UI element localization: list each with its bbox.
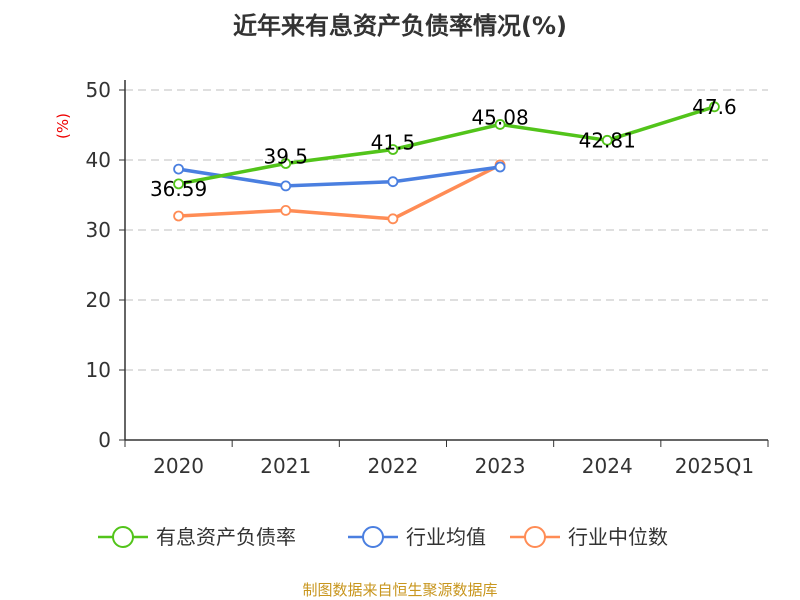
- data-point: [494, 119, 506, 130]
- data-point: [387, 213, 399, 225]
- legend-marker: [362, 526, 384, 548]
- data-point: [387, 144, 399, 155]
- data-point: [173, 178, 184, 190]
- y-tick-label: 10: [86, 358, 111, 382]
- source-note: 制图数据来自恒生聚源数据库: [302, 581, 497, 599]
- data-label: 41.5: [371, 131, 416, 155]
- data-label: 45.08: [471, 105, 528, 129]
- x-tick-label: 2021: [260, 454, 311, 478]
- chart-title: 近年来有息资产负债率情况(%): [233, 12, 567, 40]
- series-line-2: [178, 163, 501, 221]
- y-tick-label: 40: [86, 148, 111, 172]
- data-point: [494, 161, 506, 173]
- series-line-0: [178, 105, 715, 186]
- data-point: [280, 158, 292, 169]
- x-tick-label: 2022: [367, 454, 418, 478]
- y-tick-label: 30: [86, 218, 111, 242]
- data-point: [387, 176, 399, 188]
- data-point: [280, 180, 292, 192]
- data-label: 42.81: [579, 128, 636, 152]
- data-label: 36.59: [150, 177, 207, 201]
- data-point: [173, 210, 184, 222]
- data-label: 47.6: [692, 95, 737, 119]
- legend-label: 有息资产负债率: [156, 525, 296, 549]
- legend-marker: [112, 526, 134, 548]
- y-tick-label: 0: [98, 428, 111, 452]
- x-tick-label: 2024: [582, 454, 633, 478]
- legend-label: 行业均值: [406, 525, 486, 549]
- y-tick-label: 50: [86, 78, 111, 102]
- y-tick-label: 20: [86, 288, 111, 312]
- x-tick-label: 2025Q1: [675, 454, 754, 478]
- data-point: [173, 163, 184, 175]
- x-tick-label: 2020: [153, 454, 204, 478]
- data-point: [709, 101, 720, 113]
- legend-label: 行业中位数: [568, 525, 668, 549]
- legend-marker: [524, 526, 546, 548]
- data-point: [280, 204, 292, 216]
- data-point: [601, 134, 613, 146]
- data-label: 39.5: [263, 145, 308, 169]
- series-line-1: [178, 165, 501, 188]
- y-axis-label: (%): [54, 113, 72, 139]
- x-tick-label: 2023: [475, 454, 526, 478]
